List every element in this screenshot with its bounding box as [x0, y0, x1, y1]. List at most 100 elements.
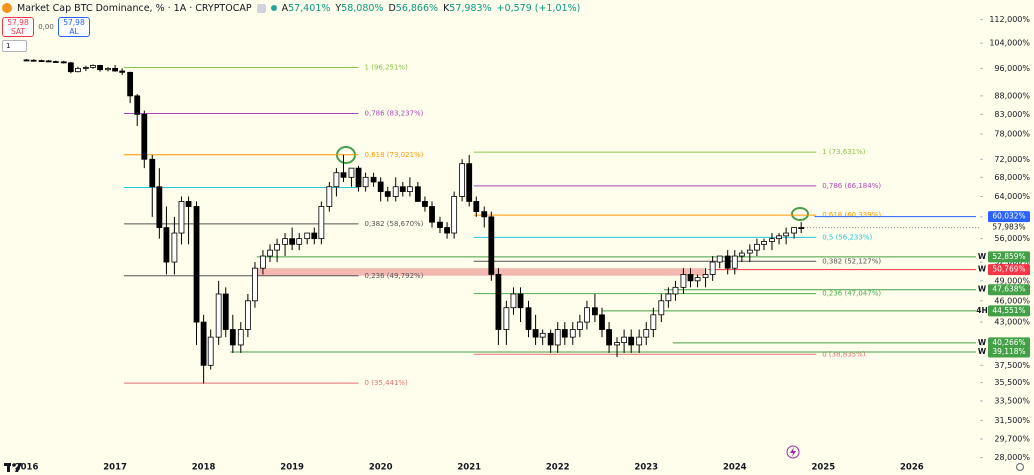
buy-button[interactable]: 57,98 AL — [58, 17, 90, 37]
candle — [38, 59, 45, 62]
candle — [406, 177, 413, 197]
y-tick-label: 88,000% — [994, 91, 1030, 100]
candle — [709, 256, 716, 281]
candle-body — [282, 238, 288, 245]
candle-body — [318, 206, 325, 240]
interval-box[interactable]: 1 — [2, 40, 27, 52]
candle — [171, 216, 178, 275]
fib-label: 0,382 (52,127%) — [822, 257, 881, 265]
x-tick-label: 2018 — [192, 463, 216, 473]
candle — [599, 307, 605, 338]
candle-body — [333, 172, 340, 188]
candle — [584, 300, 590, 330]
level-tag: W — [978, 285, 987, 294]
fib-label: 0,786 (83,237%) — [365, 109, 424, 117]
candle — [384, 186, 391, 202]
candle-body — [783, 232, 790, 237]
sell-button[interactable]: 57,98 SAT — [2, 17, 34, 37]
candle-body — [60, 61, 67, 64]
candle — [539, 329, 546, 345]
settings-icon[interactable] — [1015, 462, 1025, 472]
candle — [127, 71, 134, 104]
candle-body — [495, 274, 502, 330]
candle-body — [650, 314, 657, 330]
candle-body — [30, 59, 37, 62]
candle-body — [791, 227, 797, 234]
candle-body — [362, 176, 369, 188]
candle-body — [517, 293, 524, 309]
candle — [326, 181, 333, 212]
candle-body — [672, 286, 679, 295]
candle-body — [207, 336, 214, 366]
candle-body — [75, 67, 81, 73]
last-price-badge — [988, 222, 1030, 234]
candle — [621, 329, 628, 353]
candle — [414, 181, 421, 202]
y-tick-label: 49,000% — [994, 276, 1030, 285]
candle-body — [665, 293, 672, 302]
candle-body — [134, 95, 141, 115]
candle-body — [274, 243, 280, 251]
candle-body — [399, 186, 406, 192]
price-badge — [988, 346, 1030, 358]
candle — [105, 67, 111, 72]
price-badge-label: 44,551% — [992, 306, 1025, 315]
candle — [724, 250, 731, 275]
candle-body — [614, 342, 620, 346]
candle — [495, 268, 502, 345]
y-tick-label: 78,000% — [994, 129, 1030, 138]
candle-body — [156, 186, 163, 228]
y-tick-label: 96,000% — [994, 64, 1030, 73]
price-badge — [988, 251, 1030, 263]
candle-body — [621, 336, 628, 343]
candle — [628, 329, 635, 353]
candle-body — [628, 336, 635, 346]
candle-body — [731, 255, 738, 269]
x-tick-label: 2026 — [900, 463, 924, 473]
candle — [134, 94, 141, 126]
candle — [289, 227, 296, 251]
candle — [665, 287, 672, 308]
lightning-button[interactable] — [786, 445, 800, 459]
symbol-title: Market Cap BTC Dominance, % · 1A · CRYPT… — [17, 2, 252, 14]
zone — [256, 268, 705, 276]
candle-body — [481, 211, 488, 218]
candle-body — [52, 61, 59, 63]
candle-body — [687, 274, 694, 282]
fib-label: 0,618 (73,021%) — [365, 151, 424, 159]
candle-body — [716, 255, 723, 263]
candle — [370, 172, 377, 187]
candle — [532, 314, 539, 345]
candle — [437, 216, 443, 234]
candle — [222, 287, 229, 338]
candle — [67, 61, 74, 74]
candle — [429, 201, 435, 228]
x-tick-label: 2022 — [546, 463, 570, 473]
candle-body — [289, 238, 296, 245]
y-tick-label: 31,500% — [994, 416, 1030, 425]
ohlc-value: 58,080% — [341, 2, 384, 14]
candle-body — [406, 186, 413, 192]
candle — [798, 222, 805, 234]
candle-body — [599, 314, 605, 330]
candle-body — [444, 227, 450, 234]
fib-label: 0 (38,835%) — [822, 350, 866, 358]
candle — [510, 287, 517, 315]
candle — [296, 233, 303, 251]
candle-body — [23, 59, 30, 62]
x-tick-label: 2019 — [280, 463, 304, 473]
ohlc-key: D — [388, 2, 396, 14]
icon[interactable] — [256, 3, 266, 13]
ohlc-key: K — [443, 2, 450, 14]
candle-body — [422, 201, 428, 207]
candle — [141, 110, 148, 169]
candle-body — [119, 70, 126, 73]
candle-body — [554, 329, 561, 346]
candle — [702, 268, 709, 288]
level-tag: 4H — [976, 306, 988, 315]
candle — [576, 314, 583, 338]
ohlc: A57,401% — [282, 3, 331, 14]
candle-body — [370, 176, 377, 183]
level-tag: W — [978, 338, 987, 347]
